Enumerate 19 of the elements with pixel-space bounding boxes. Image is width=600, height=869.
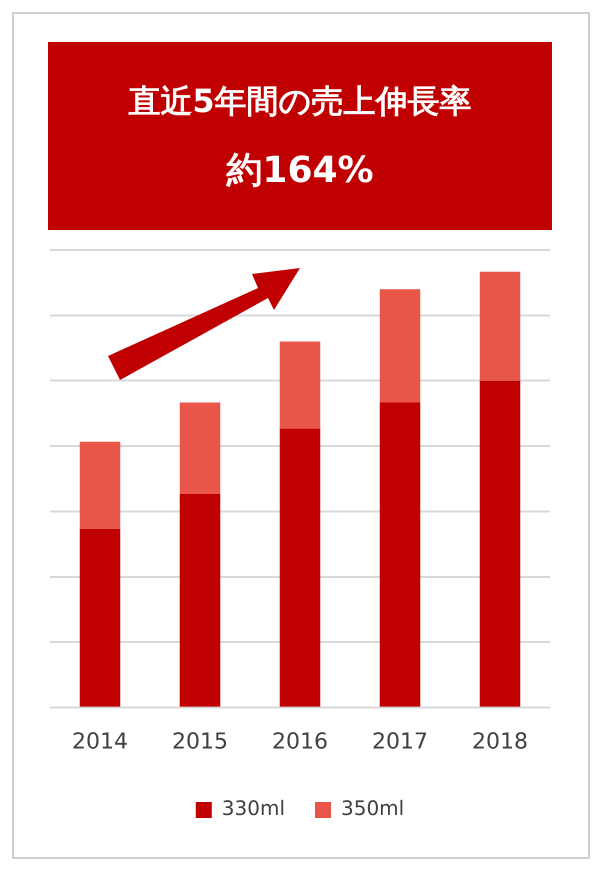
bar [80,528,120,707]
bar [380,289,420,403]
bar [180,494,220,707]
bar [280,342,320,429]
bar [180,402,220,494]
legend-label: 350ml [341,796,404,820]
bar [80,442,120,529]
x-tick-label: 2018 [472,730,528,755]
legend-label: 330ml [222,796,286,820]
bar [480,380,520,707]
x-tick-label: 2017 [372,730,428,755]
bar [380,402,420,707]
chart-subtitle: 約164% [225,149,375,193]
chart-title: 直近5年間の売上伸長率 [127,81,473,122]
x-tick-label: 2014 [72,730,128,755]
bar [480,272,520,381]
x-tick-label: 2015 [172,730,228,755]
bar [280,428,320,707]
x-tick-label: 2016 [272,730,328,755]
